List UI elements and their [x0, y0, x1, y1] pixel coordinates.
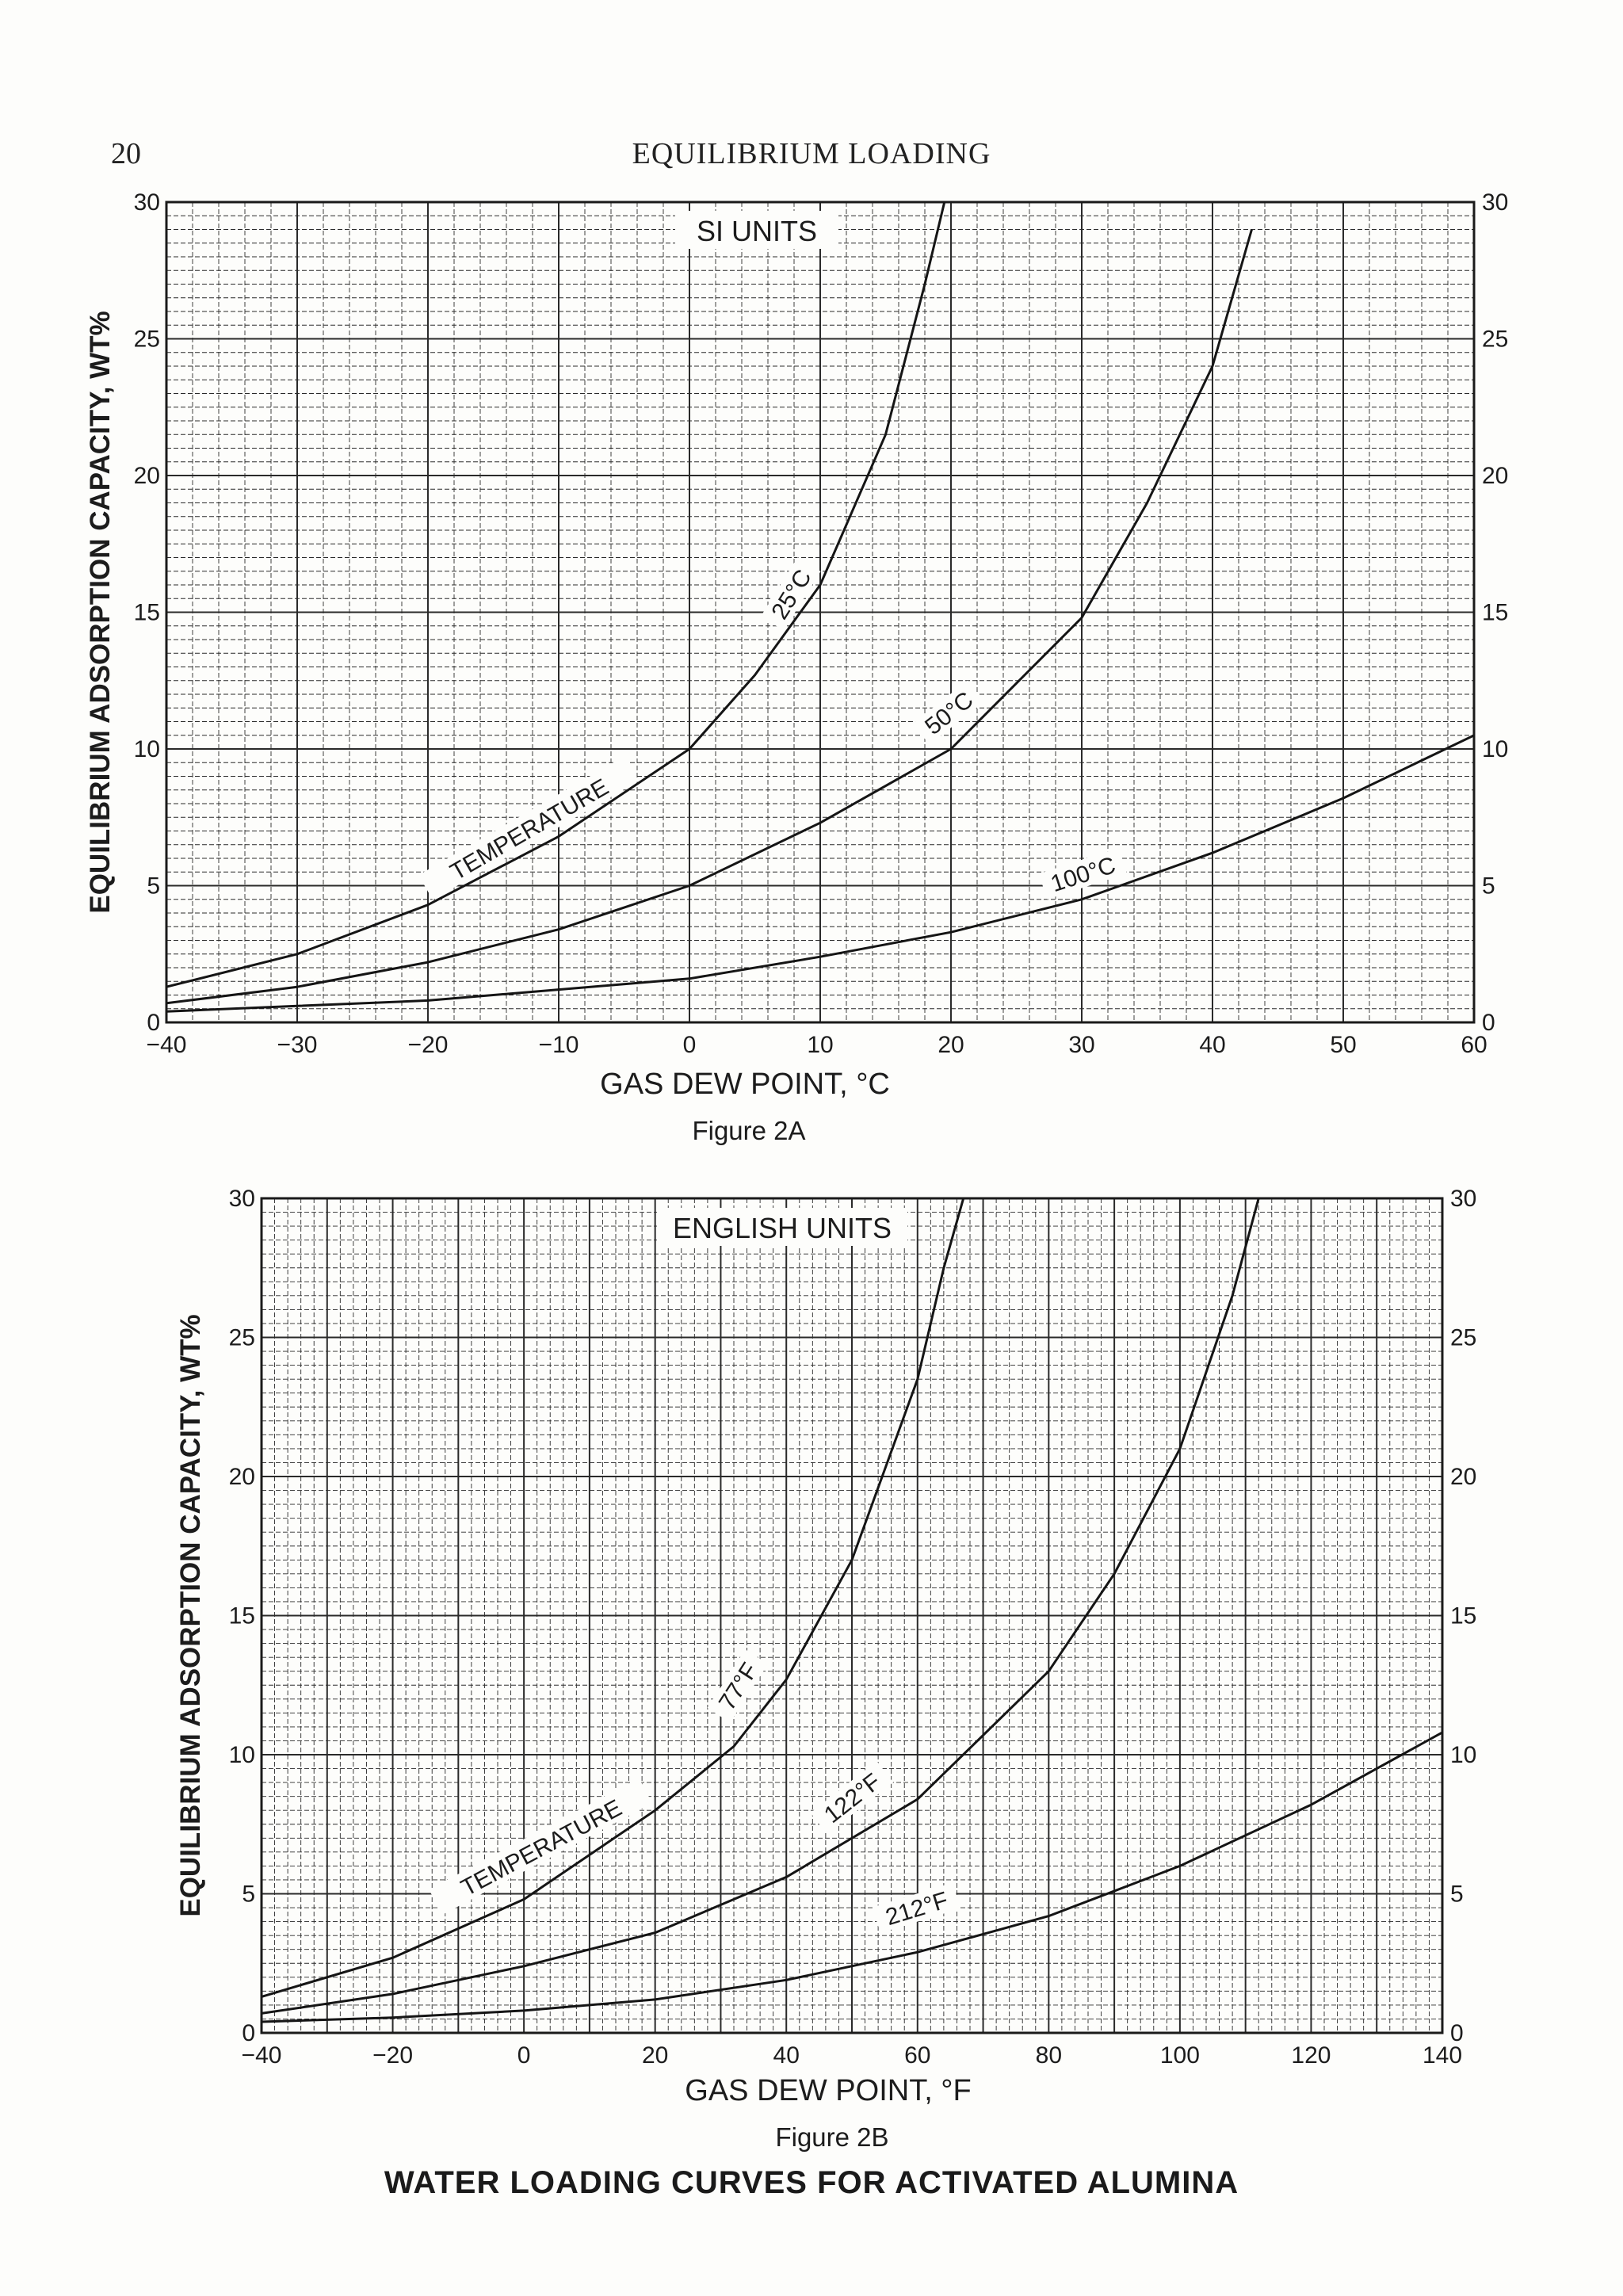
- annotation-bg: [418, 756, 639, 900]
- y-axis-label: EQUILIBRIUM ADSORPTION CAPACITY, WT%: [85, 311, 116, 913]
- x-tick-label: 40: [1199, 1032, 1225, 1058]
- x-tick-label: 140: [1423, 2042, 1462, 2069]
- x-tick-label: 50: [1330, 1032, 1356, 1058]
- x-tick-label: 0: [517, 2042, 531, 2069]
- page-caption: WATER LOADING CURVES FOR ACTIVATED ALUMI…: [384, 2165, 1239, 2200]
- curve-label-2: 100°C: [1038, 847, 1128, 900]
- x-axis-label: GAS DEW POINT, °F: [685, 2074, 971, 2107]
- y-tick-label-left: 30: [134, 189, 160, 216]
- x-tick-label: 20: [938, 1032, 964, 1058]
- x-tick-label: −40: [147, 1032, 187, 1058]
- page-number: 20: [111, 137, 141, 170]
- x-tick-label: 100: [1160, 2042, 1200, 2069]
- series-line-0: [166, 202, 946, 988]
- y-tick-label-right: 20: [1450, 1464, 1476, 1490]
- annotation-bg: [429, 1778, 653, 1916]
- curve-label-bg: [1038, 847, 1128, 900]
- series-line-2: [262, 1731, 1442, 2023]
- y-tick-label-left: 0: [242, 2020, 255, 2046]
- x-tick-label: −20: [372, 2042, 413, 2069]
- y-tick-label-right: 30: [1482, 189, 1508, 216]
- series-line-1: [262, 1198, 1260, 2015]
- figure-caption: Figure 2A: [692, 1116, 805, 1145]
- plot-frame: [165, 201, 1476, 1024]
- y-tick-label-left: 10: [134, 736, 160, 762]
- curve-label-2: 212°F: [872, 1882, 961, 1933]
- chart-title: SI UNITS: [697, 215, 817, 247]
- units-label-bg: [675, 211, 838, 249]
- x-tick-label: 120: [1291, 2042, 1331, 2069]
- y-axis-label: EQUILIBRIUM ADSORPTION CAPACITY, WT%: [175, 1314, 206, 1916]
- y-tick-label-right: 15: [1482, 600, 1508, 626]
- plot-frame: [260, 1197, 1444, 2034]
- series-line-0: [262, 1198, 965, 1998]
- y-tick-label-right: 10: [1450, 1742, 1476, 1768]
- y-tick-label-right: 20: [1482, 463, 1508, 489]
- y-tick-label-left: 15: [229, 1603, 255, 1629]
- series-line-2: [166, 734, 1474, 1013]
- x-axis-label: GAS DEW POINT, °C: [600, 1068, 890, 1101]
- x-tick-label: 0: [683, 1032, 697, 1058]
- curve-label-bg: [707, 1649, 769, 1723]
- temperature-annotation: TEMPERATURE: [429, 1778, 653, 1916]
- x-tick-label: −40: [242, 2042, 282, 2069]
- y-tick-label-left: 15: [134, 600, 160, 626]
- x-tick-label: 60: [904, 2042, 930, 2069]
- y-tick-label-left: 10: [229, 1742, 255, 1768]
- grid: [166, 201, 1475, 1023]
- curve-label-bg: [912, 680, 985, 745]
- running-head: EQUILIBRIUM LOADING: [632, 137, 991, 170]
- x-tick-label: 30: [1068, 1032, 1094, 1058]
- x-tick-label: −30: [277, 1032, 318, 1058]
- x-tick-label: 10: [807, 1032, 833, 1058]
- y-tick-label-right: 30: [1450, 1186, 1476, 1212]
- x-tick-label: 60: [1461, 1032, 1487, 1058]
- curve-label-bg: [761, 557, 821, 631]
- y-tick-label-right: 10: [1482, 736, 1508, 762]
- x-tick-label: 40: [773, 2042, 800, 2069]
- y-tick-label-right: 0: [1450, 2020, 1464, 2046]
- y-tick-label-left: 5: [242, 1881, 255, 1908]
- y-tick-label-left: 5: [147, 873, 160, 900]
- y-tick-label-left: 0: [147, 1010, 160, 1036]
- y-tick-label-right: 0: [1482, 1010, 1495, 1036]
- y-tick-label-left: 20: [229, 1464, 255, 1490]
- series-line-1: [166, 229, 1253, 1005]
- units-label-bg: [657, 1208, 907, 1246]
- y-tick-label-left: 20: [134, 463, 160, 489]
- annotation-text: TEMPERATURE: [446, 774, 613, 886]
- x-tick-label: 20: [642, 2042, 668, 2069]
- grid: [261, 1198, 1443, 2034]
- x-tick-label: 80: [1036, 2042, 1062, 2069]
- y-tick-label-right: 5: [1450, 1881, 1464, 1908]
- figure-caption: Figure 2B: [775, 2122, 888, 2152]
- y-tick-label-right: 25: [1482, 327, 1508, 353]
- y-tick-label-left: 25: [134, 327, 160, 353]
- temperature-annotation: TEMPERATURE: [418, 756, 639, 900]
- y-tick-label-right: 5: [1482, 873, 1495, 900]
- y-tick-label-left: 30: [229, 1186, 255, 1212]
- curve-label-bg: [872, 1882, 961, 1933]
- x-tick-label: −20: [408, 1032, 449, 1058]
- chart-title: ENGLISH UNITS: [673, 1212, 892, 1244]
- curve-label-bg: [810, 1761, 894, 1835]
- y-tick-label-left: 25: [229, 1325, 255, 1351]
- y-tick-label-right: 15: [1450, 1603, 1476, 1629]
- y-tick-label-right: 25: [1450, 1325, 1476, 1351]
- x-tick-label: −10: [539, 1032, 579, 1058]
